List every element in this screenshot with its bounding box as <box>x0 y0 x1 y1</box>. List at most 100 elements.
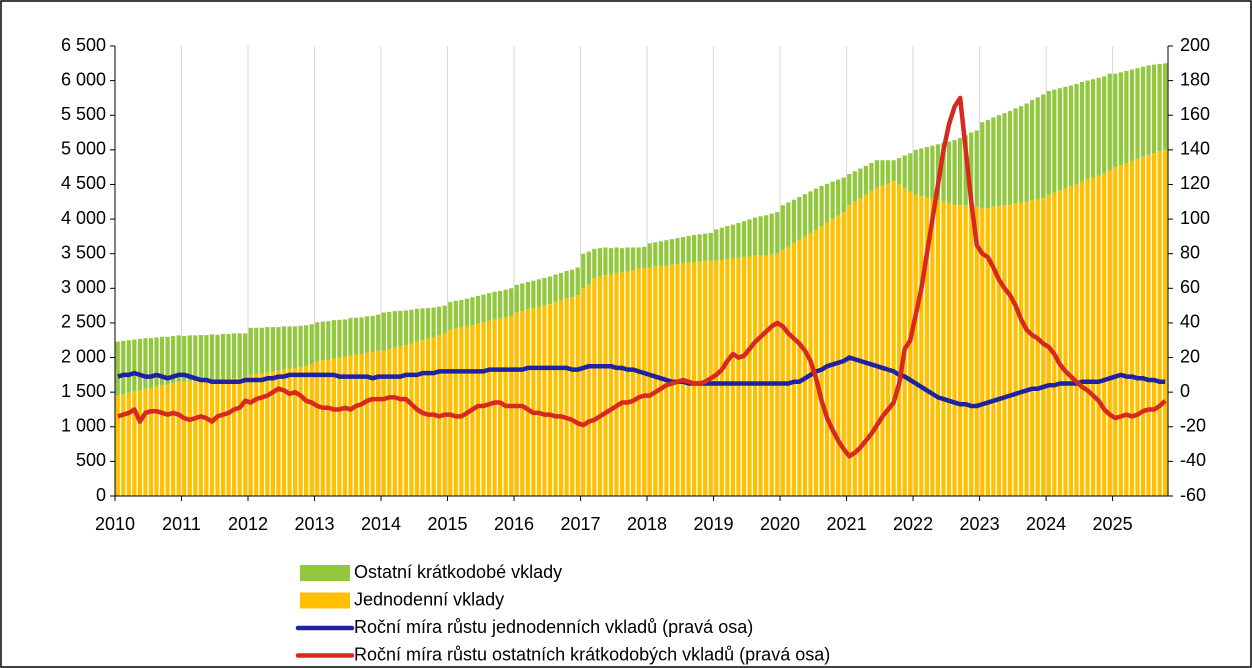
bar <box>885 160 891 184</box>
bar <box>254 374 259 496</box>
bar <box>575 295 580 496</box>
bar <box>963 205 968 496</box>
bar <box>1024 201 1029 496</box>
bar <box>996 115 1002 206</box>
bar <box>1118 72 1123 166</box>
bar <box>863 194 869 496</box>
bar <box>642 246 647 268</box>
bar <box>132 391 137 496</box>
y2-tick-label: 20 <box>1180 346 1200 366</box>
bar <box>1063 86 1068 189</box>
bar <box>1068 85 1074 187</box>
bar <box>636 268 641 496</box>
bar <box>1157 64 1162 152</box>
bar <box>570 269 575 298</box>
bar <box>359 317 364 355</box>
bar <box>215 334 220 380</box>
bar <box>481 322 486 496</box>
bar <box>137 338 143 391</box>
bar <box>292 367 298 496</box>
bar <box>209 379 215 496</box>
bar <box>985 208 990 496</box>
bar <box>769 254 774 496</box>
bar <box>486 293 492 321</box>
bar <box>1013 108 1018 204</box>
bar <box>547 276 553 305</box>
bar <box>171 383 176 496</box>
bar <box>176 335 181 382</box>
bar <box>143 338 148 389</box>
bar <box>1007 111 1013 205</box>
bar <box>802 194 808 237</box>
bar <box>193 335 198 382</box>
y2-tick-label: 40 <box>1180 312 1200 332</box>
bar <box>930 145 935 199</box>
bar <box>625 247 630 271</box>
y2-tick-label: 0 <box>1180 381 1190 401</box>
bar <box>719 227 724 260</box>
bar <box>553 274 558 303</box>
bar <box>1057 190 1062 496</box>
y2-tick-label: 180 <box>1180 69 1210 89</box>
bar <box>1035 97 1040 200</box>
y-tick-label: 2 000 <box>61 346 106 366</box>
bar <box>287 326 292 369</box>
bar <box>714 260 719 496</box>
bar <box>1074 184 1079 496</box>
bar <box>270 371 276 496</box>
y-tick-label: 6 000 <box>61 69 106 89</box>
bar <box>885 183 891 496</box>
bar <box>758 255 763 496</box>
bar <box>182 336 187 382</box>
bar <box>847 205 852 496</box>
bar <box>952 204 957 497</box>
bar <box>1002 205 1007 496</box>
bar <box>786 246 791 496</box>
bar <box>337 319 342 358</box>
y-tick-label: 4 500 <box>61 173 106 193</box>
bar <box>653 266 658 496</box>
bar <box>980 122 985 209</box>
bar <box>1041 94 1046 199</box>
y-tick-label: 4 000 <box>61 208 106 228</box>
bar <box>220 334 226 379</box>
bar <box>292 326 298 368</box>
bar <box>841 177 846 213</box>
bar <box>669 239 675 265</box>
bar <box>1129 160 1135 496</box>
bar <box>869 163 874 192</box>
bar <box>475 295 481 324</box>
y2-tick-label: 100 <box>1180 208 1210 228</box>
x-tick-label: 2023 <box>960 514 1000 534</box>
bar <box>420 340 425 496</box>
bar <box>586 251 591 285</box>
x-tick-label: 2010 <box>95 514 135 534</box>
bar <box>908 153 913 192</box>
bar <box>287 368 292 496</box>
bar <box>154 337 159 387</box>
y-tick-label: 3 000 <box>61 277 106 297</box>
bar <box>1113 167 1118 496</box>
bar <box>475 323 481 496</box>
bar <box>237 333 242 379</box>
bar <box>148 338 154 388</box>
bar <box>1102 76 1107 174</box>
bar <box>841 212 846 496</box>
bar <box>653 242 658 267</box>
bar <box>631 270 636 496</box>
bar <box>187 335 192 382</box>
line-series <box>117 355 1166 409</box>
bar <box>1135 68 1140 159</box>
bar <box>1124 70 1129 163</box>
y2-tick-label: 160 <box>1180 104 1210 124</box>
bar <box>525 309 530 496</box>
bar <box>220 379 226 496</box>
bar <box>276 327 281 371</box>
bar <box>1018 202 1024 496</box>
bar <box>326 359 331 496</box>
bar <box>1107 170 1112 496</box>
bar <box>315 361 320 496</box>
bar <box>243 333 248 379</box>
bar <box>1052 192 1057 496</box>
bar <box>991 117 996 207</box>
